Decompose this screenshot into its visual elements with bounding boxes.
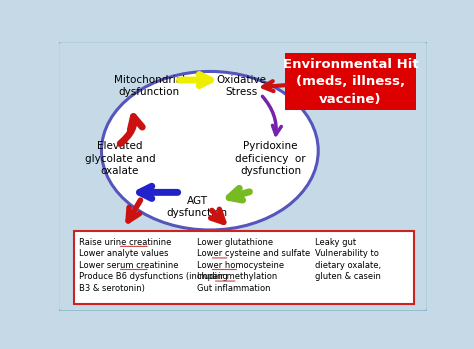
Text: Pyridoxine
deficiency  or
dysfunction: Pyridoxine deficiency or dysfunction bbox=[235, 141, 306, 176]
Text: Produce B6 dysfunctions (including: Produce B6 dysfunctions (including bbox=[80, 272, 228, 281]
Circle shape bbox=[101, 72, 318, 230]
Text: B3 & serotonin): B3 & serotonin) bbox=[80, 284, 146, 293]
Text: Gut inflammation: Gut inflammation bbox=[197, 284, 271, 293]
Text: dietary oxalate,: dietary oxalate, bbox=[315, 261, 381, 270]
FancyBboxPatch shape bbox=[285, 53, 416, 110]
Text: Environmental Hit
(meds, illness,
vaccine): Environmental Hit (meds, illness, vaccin… bbox=[283, 58, 418, 105]
Text: Vulnerability to: Vulnerability to bbox=[315, 249, 378, 258]
Text: Elevated
glycolate and
oxalate: Elevated glycolate and oxalate bbox=[84, 141, 155, 176]
Text: Impair methylation: Impair methylation bbox=[197, 272, 277, 281]
Text: Lower cysteine and sulfate: Lower cysteine and sulfate bbox=[197, 249, 310, 258]
FancyBboxPatch shape bbox=[74, 231, 414, 304]
Text: Raise urine creatinine: Raise urine creatinine bbox=[80, 238, 172, 246]
Text: Oxidative
Stress: Oxidative Stress bbox=[216, 75, 266, 97]
Text: Lower homocysteine: Lower homocysteine bbox=[197, 261, 284, 270]
Text: Mitochondrial
dysfunction: Mitochondrial dysfunction bbox=[114, 75, 185, 97]
Text: Lower serum creatinine: Lower serum creatinine bbox=[80, 261, 179, 270]
FancyBboxPatch shape bbox=[57, 40, 428, 312]
Text: gluten & casein: gluten & casein bbox=[315, 272, 381, 281]
Text: Lower analyte values: Lower analyte values bbox=[80, 249, 169, 258]
Text: Lower glutathione: Lower glutathione bbox=[197, 238, 273, 246]
Text: Leaky gut: Leaky gut bbox=[315, 238, 356, 246]
Text: AGT
dysfunction: AGT dysfunction bbox=[166, 196, 228, 218]
